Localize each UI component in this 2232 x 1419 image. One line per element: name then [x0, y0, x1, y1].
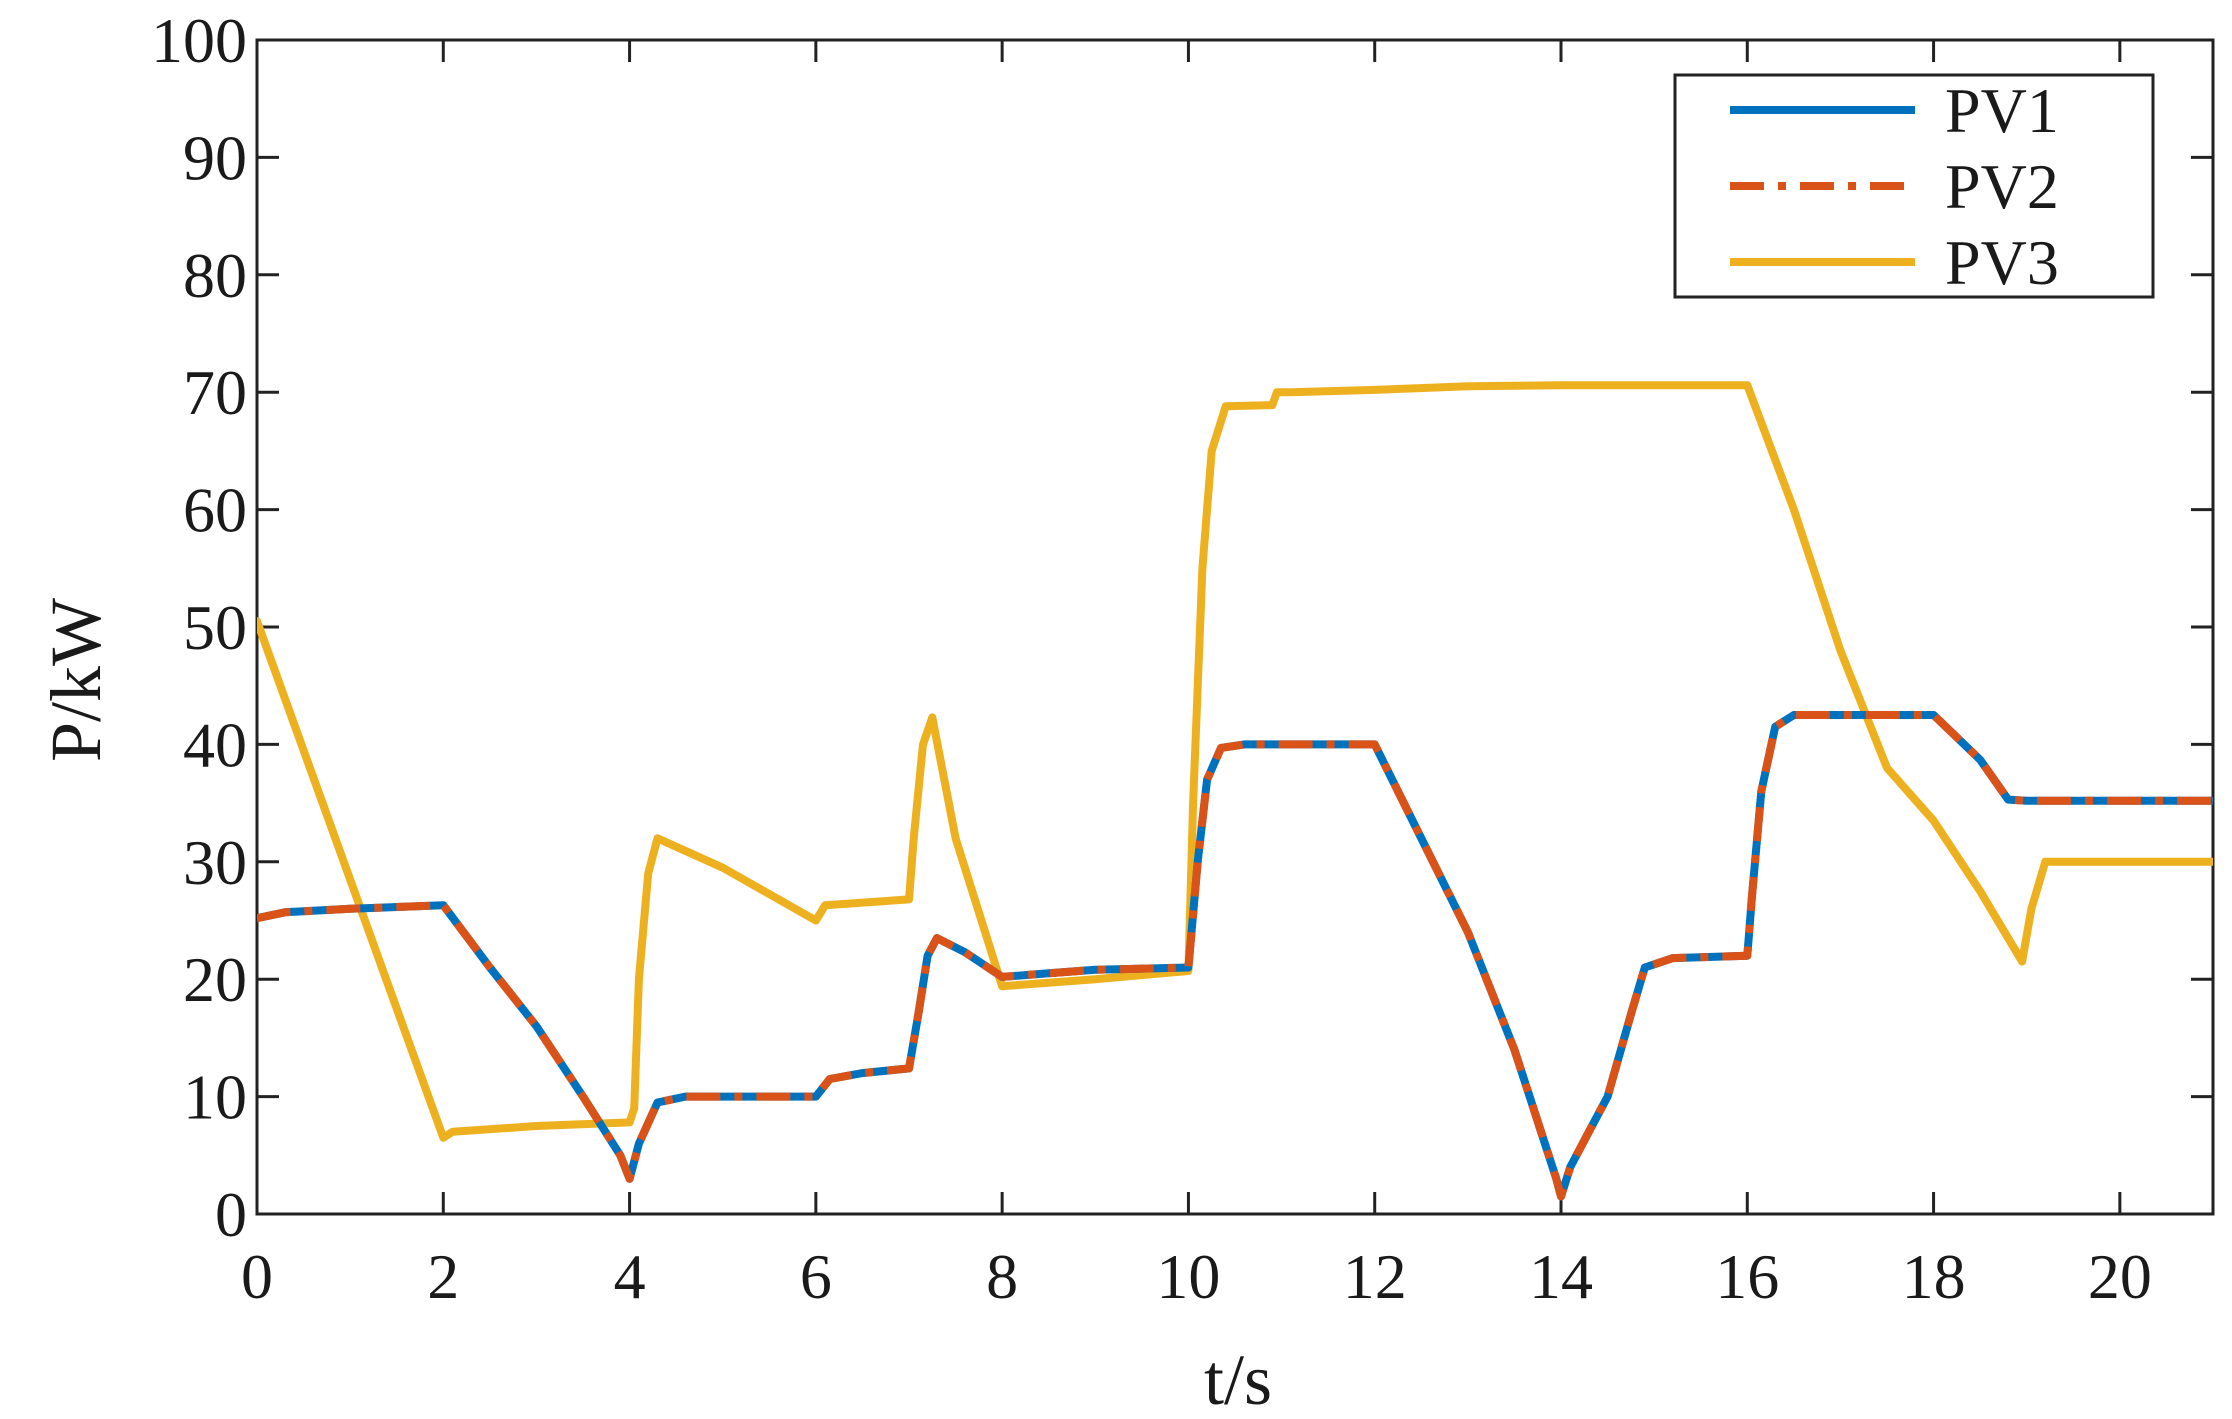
x-tick-label: 14 — [1529, 1241, 1593, 1312]
y-tick-label: 40 — [183, 709, 247, 780]
y-tick-label: 20 — [183, 944, 247, 1015]
y-tick-label: 90 — [183, 122, 247, 193]
y-axis-title: P/kW — [36, 598, 116, 762]
y-tick-label: 100 — [151, 5, 247, 76]
y-tick-label: 60 — [183, 475, 247, 546]
x-tick-label: 12 — [1343, 1241, 1407, 1312]
y-tick-label: 30 — [183, 827, 247, 898]
series-line-pv3 — [257, 381, 2213, 1142]
x-tick-label: 18 — [1902, 1241, 1966, 1312]
y-tick-label: 50 — [183, 592, 247, 663]
x-tick-label: 0 — [241, 1241, 273, 1312]
x-tick-label: 20 — [2088, 1241, 2152, 1312]
legend-label-pv3: PV3 — [1945, 227, 2059, 298]
x-tick-label: 16 — [1715, 1241, 1779, 1312]
x-axis-title: t/s — [1204, 1340, 1272, 1419]
x-tick-label: 10 — [1156, 1241, 1220, 1312]
series-layer — [257, 381, 2213, 1201]
legend-label-pv1: PV1 — [1945, 75, 2059, 146]
legend-label-pv2: PV2 — [1945, 151, 2059, 222]
y-tick-label: 10 — [183, 1062, 247, 1133]
y-tick-label: 70 — [183, 357, 247, 428]
x-tick-label: 6 — [800, 1241, 832, 1312]
series-line-pv1 — [257, 711, 2213, 1201]
y-tick-label: 80 — [183, 240, 247, 311]
x-tick-label: 2 — [427, 1241, 459, 1312]
y-tick-label: 0 — [215, 1179, 247, 1250]
x-tick-label: 4 — [614, 1241, 646, 1312]
x-tick-label: 8 — [986, 1241, 1018, 1312]
axes: 0 2 4 6 8 10 12 14 16 18 20 0 10 20 30 40 50 60 70 80 90 100 — [151, 5, 2215, 1312]
